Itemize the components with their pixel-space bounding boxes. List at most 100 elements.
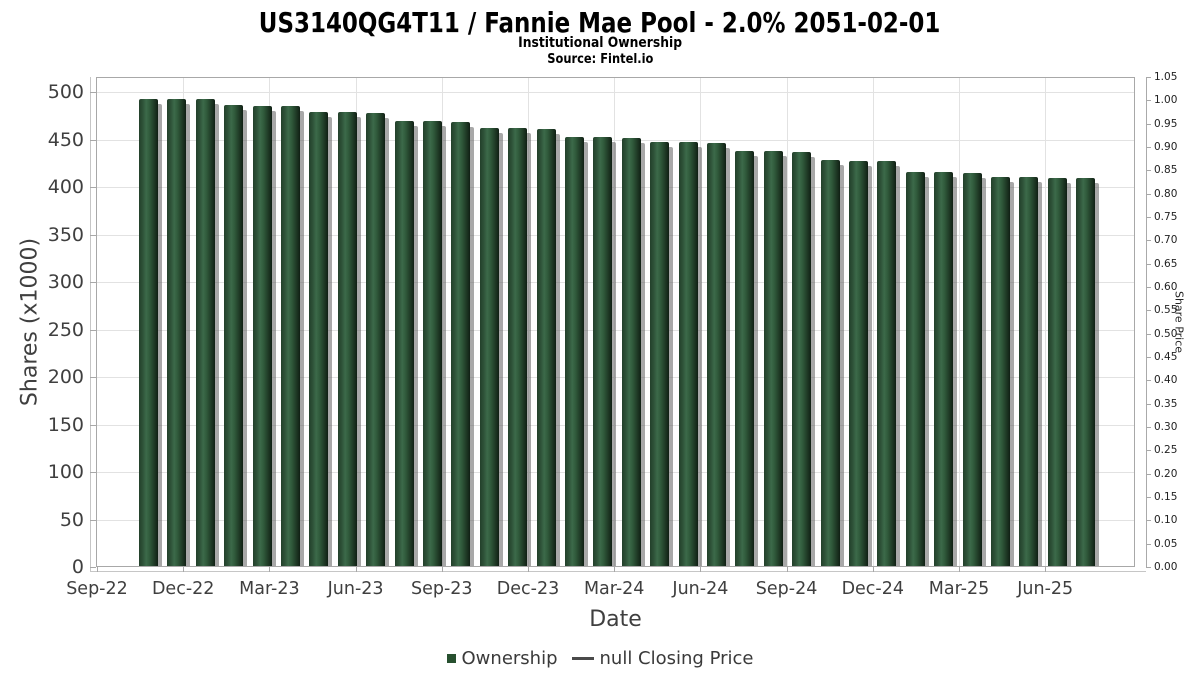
y-tick-label-right: 0.25: [1154, 444, 1178, 457]
y-tick-mark-right: [1146, 170, 1151, 172]
bar: [593, 136, 613, 566]
y-tick-label-left: 200: [47, 366, 84, 388]
bar: [252, 106, 272, 566]
x-tick-label: Sep-22: [66, 579, 128, 599]
x-tick-label: Sep-23: [411, 579, 473, 599]
y-tick-mark-right: [1146, 380, 1151, 382]
y-tick-label-right: 0.70: [1154, 234, 1178, 247]
bar: [763, 150, 783, 566]
y-tick-mark-left: [90, 567, 96, 568]
bar: [905, 171, 925, 566]
y-tick-mark-right: [1146, 193, 1151, 195]
y-axis-right-line: [1146, 77, 1147, 568]
y-tick-mark-left: [90, 234, 96, 236]
grid-line-v: [872, 78, 874, 566]
bar: [195, 98, 215, 566]
y-tick-mark-right: [1146, 333, 1151, 335]
bar: [621, 137, 641, 566]
y-tick-label-right: 0.45: [1154, 351, 1178, 363]
bar: [991, 177, 1010, 566]
bar: [962, 172, 982, 566]
y-tick-label-left: 400: [47, 176, 84, 198]
legend-label-closing-price: null Closing Price: [599, 647, 754, 669]
y-tick-label-right: 0.40: [1154, 374, 1178, 387]
y-tick-label-left: 0: [71, 556, 84, 578]
y-tick-label-left: 100: [47, 461, 84, 483]
y-tick-mark-left: [90, 424, 96, 426]
bar: [508, 128, 528, 566]
bar: [849, 161, 868, 566]
bar: [650, 142, 670, 566]
y-tick-label-right: 0.95: [1154, 117, 1178, 130]
x-tick-mark: [183, 567, 185, 572]
bar: [366, 112, 386, 566]
bar: [1076, 178, 1096, 566]
y-tick-mark-right: [1146, 100, 1151, 102]
grid-line-v: [959, 78, 960, 566]
x-tick-label: Mar-23: [239, 579, 300, 599]
y-tick-mark-right: [1146, 147, 1151, 148]
bar: [309, 111, 329, 566]
bar: [735, 150, 755, 566]
x-tick-label: Dec-24: [841, 579, 905, 599]
y-tick-label-right: 0.15: [1154, 491, 1178, 503]
y-tick-label-right: 0.80: [1154, 187, 1178, 200]
x-tick-mark: [97, 567, 98, 572]
x-axis-spine: [90, 571, 1146, 572]
y-tick-mark-right: [1146, 473, 1151, 475]
bar: [281, 106, 300, 566]
y-tick-mark-left: [90, 92, 96, 93]
y-tick-mark-right: [1146, 123, 1151, 125]
x-tick-mark: [614, 567, 616, 572]
legend-item-ownership: Ownership: [446, 648, 558, 669]
y-tick-mark-left: [90, 282, 96, 283]
bar: [792, 151, 812, 566]
x-tick-mark: [269, 567, 271, 572]
chart-header: US3140QG4T11 / Fannie Mae Pool - 2.0% 20…: [0, 0, 1200, 39]
y-tick-label-right: 0.75: [1154, 211, 1178, 223]
y-tick-label-right: 0.50: [1154, 327, 1178, 340]
y-tick-mark-right: [1146, 427, 1151, 428]
legend: Ownership null Closing Price: [0, 646, 1200, 670]
y-tick-mark-right: [1146, 240, 1151, 242]
y-tick-label-left: 50: [59, 508, 84, 531]
y-tick-mark-right: [1146, 77, 1151, 78]
x-tick-mark: [1045, 567, 1047, 572]
grid-line-v: [1045, 78, 1047, 566]
y-tick-mark-right: [1146, 520, 1151, 522]
y-tick-label-right: 0.00: [1154, 561, 1178, 573]
y-tick-mark-left: [90, 329, 96, 331]
y-tick-label-right: 0.65: [1154, 257, 1178, 270]
x-tick-mark: [872, 567, 874, 572]
y-tick-label-left: 350: [47, 223, 84, 246]
y-tick-label-right: 0.10: [1154, 514, 1178, 527]
y-tick-label-right: 1.00: [1154, 94, 1178, 107]
y-tick-label-left: 300: [47, 271, 84, 293]
y-tick-mark-right: [1146, 567, 1151, 568]
y-axis-left-title: Shares (x1000): [17, 237, 43, 407]
bar: [423, 121, 442, 566]
bar: [1047, 178, 1067, 566]
y-tick-mark-right: [1146, 403, 1151, 405]
bar: [337, 111, 357, 566]
bar: [707, 143, 726, 566]
y-tick-mark-right: [1146, 263, 1151, 265]
y-axis-left-spine: [90, 77, 91, 571]
x-tick-label: Dec-23: [496, 579, 560, 599]
chart-title: US3140QG4T11 / Fannie Mae Pool - 2.0% 20…: [259, 6, 941, 39]
x-tick-label: Jun-23: [327, 579, 384, 599]
bar: [224, 105, 244, 566]
y-tick-mark-left: [90, 377, 96, 378]
y-tick-label-right: 1.05: [1154, 71, 1178, 83]
x-tick-mark: [959, 567, 960, 572]
y-tick-label-right: 0.20: [1154, 467, 1178, 480]
closing-price-swatch-icon: [571, 656, 594, 660]
ownership-swatch-icon: [446, 653, 456, 663]
y-tick-mark-left: [90, 187, 96, 188]
bar: [394, 121, 414, 566]
x-tick-label: Jun-24: [672, 579, 729, 599]
bar: [536, 129, 556, 566]
x-tick-label: Mar-25: [928, 579, 990, 599]
bar: [479, 128, 499, 566]
